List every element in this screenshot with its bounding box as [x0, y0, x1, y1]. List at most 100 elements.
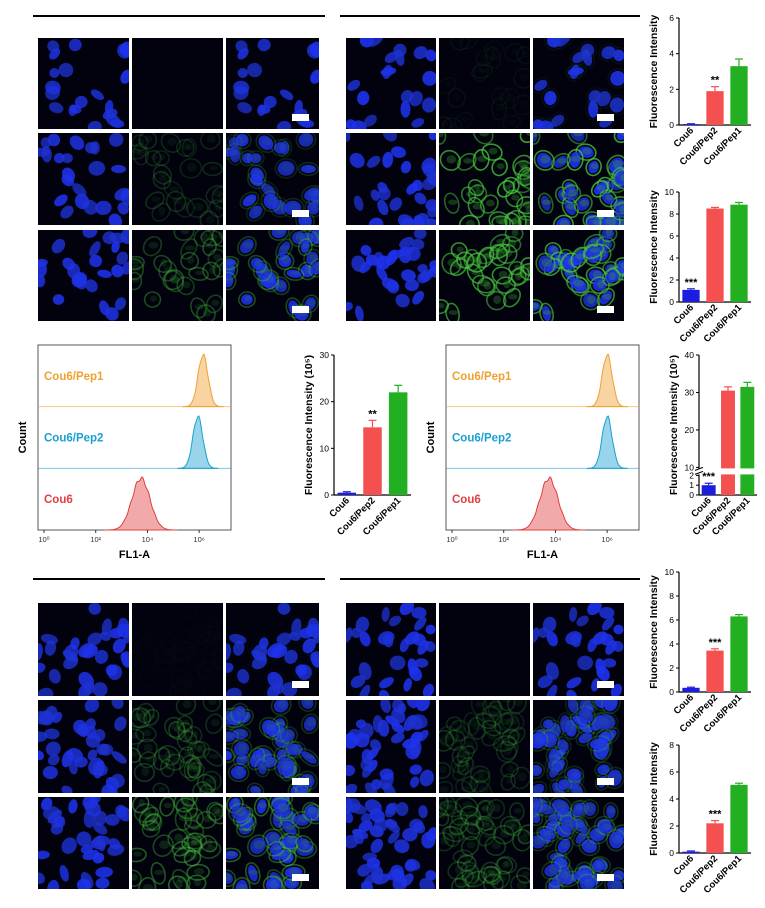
y-tick-label: 10 — [320, 443, 330, 453]
row-label-cou6 — [329, 38, 345, 129]
x-tick-label: 10⁶ — [601, 535, 612, 544]
micrograph-cou6-pep2-dapi — [346, 700, 436, 793]
y-axis-label: Fluorescence Intensity — [648, 14, 660, 128]
micrograph-cou6-pep1-dapi — [38, 797, 129, 889]
micrograph-cou6-pep2-dapi — [346, 133, 436, 225]
x-tick-label: 10⁴ — [142, 535, 154, 544]
x-tick-label: 10² — [90, 535, 101, 544]
significance-marker: ** — [711, 75, 720, 87]
x-tick-label: 10⁴ — [550, 535, 562, 544]
row-label-cou6-pep2 — [20, 700, 36, 793]
micrograph-cou6-pep1-dapi — [346, 230, 436, 321]
micrograph-cou6-merge — [533, 38, 624, 129]
significance-marker: *** — [685, 277, 699, 289]
row-label-cou6 — [20, 603, 36, 696]
micrograph-cou6-dapi — [38, 38, 129, 129]
bar-cou6-pep1 — [730, 66, 748, 125]
significance-marker: *** — [702, 471, 716, 483]
row-label-cou6-pep2 — [329, 133, 345, 225]
y-tick-label: 6 — [669, 231, 674, 241]
track-label-cou6-pep2: Cou6/Pep2 — [44, 433, 103, 445]
y-tick-label: 0 — [324, 490, 329, 500]
track-label-cou6: Cou6 — [452, 494, 481, 506]
micrograph-cou6-cou6 — [439, 38, 530, 129]
scale-bar — [292, 306, 309, 313]
bar-cou6 — [682, 124, 700, 125]
x-axis-label: FL1-A — [527, 549, 558, 561]
micrograph-cou6-pep2-merge — [226, 133, 319, 225]
y-axis-label: Fluorescence Intensity — [648, 190, 660, 304]
micrograph-cou6-pep2-merge — [226, 700, 319, 793]
y-tick-label: 8 — [669, 209, 674, 219]
bar-cou6 — [337, 492, 357, 495]
bar-cou6 — [682, 289, 700, 302]
x-tick-label: 10² — [498, 535, 509, 544]
y-tick-label: 0 — [669, 120, 674, 130]
y-tick-label: 4 — [669, 49, 674, 59]
histogram-peak-cou6 — [104, 476, 178, 531]
bar-cou6-pep1 — [730, 204, 748, 302]
micrograph-cou6-pep2-cou6 — [439, 700, 530, 793]
y-tick-label: 6 — [669, 767, 674, 777]
scale-bar — [597, 306, 614, 313]
micrograph-cou6-pep2-merge — [533, 700, 624, 793]
bar-cou6-pep1 — [730, 616, 748, 692]
y-tick-label: 30 — [685, 387, 695, 397]
x-axis-label: FL1-A — [119, 549, 150, 561]
micrograph-cou6-pep1-merge — [226, 797, 319, 889]
y-tick-label: 4 — [669, 639, 674, 649]
micrograph-cou6-merge — [226, 603, 319, 696]
flow-cytometry-plot: Cou6/Pep1 Cou6/Pep2 Cou6 10⁰ 10² 10⁴ 10⁶ FL1-A C… — [17, 344, 232, 561]
histogram-peak-cou6 — [512, 476, 586, 531]
scale-bar — [292, 874, 309, 881]
bar-chart-svg: 0102030Cou6Cou6/Pep2Cou6/Pep1**Fluoresce… — [303, 350, 411, 538]
title-underline — [340, 15, 640, 17]
micrograph-cou6-merge — [533, 603, 624, 696]
micrograph-cou6-dapi — [346, 603, 436, 696]
row-label-cou6-pep1 — [329, 797, 345, 889]
y-tick-label: 10 — [665, 567, 675, 577]
bar-cou6-pep2 — [721, 390, 735, 495]
scale-bar — [292, 114, 309, 121]
y-tick-label: 2 — [669, 821, 674, 831]
y-tick-label: 30 — [320, 350, 330, 360]
micrograph-cou6-cou6 — [132, 603, 223, 696]
track-label-cou6: Cou6 — [44, 494, 73, 506]
bar-cou6-pep2 — [363, 427, 382, 495]
micrograph-cou6-pep2-cou6 — [132, 133, 223, 225]
row-label-cou6-pep2 — [20, 133, 36, 225]
y-tick-label: 1 — [689, 480, 694, 490]
track-label-cou6-pep1: Cou6/Pep1 — [44, 371, 104, 383]
y-tick-label: 6 — [669, 13, 674, 23]
histogram-peak-cou6-pep2 — [177, 415, 219, 469]
micrograph-cou6-cou6 — [132, 38, 223, 129]
y-tick-label: 0 — [689, 490, 694, 500]
bar-chart-svg: 01210203040Cou6Cou6/Pep2Cou6/Pep1***Fluo… — [668, 350, 757, 538]
y-tick-label: 2 — [669, 84, 674, 94]
bar-cou6-pep1 — [740, 386, 755, 495]
track-label-cou6-pep2: Cou6/Pep2 — [452, 433, 511, 445]
y-tick-label: 2 — [669, 275, 674, 285]
scale-bar — [597, 681, 614, 688]
micrograph-cou6-pep1-dapi — [38, 230, 129, 321]
bar-cou6-pep1 — [388, 392, 408, 495]
row-label-cou6-pep1 — [329, 230, 345, 321]
histogram-peak-cou6-pep1 — [586, 353, 628, 408]
y-axis-label: Fluorescence Intensity — [648, 742, 660, 856]
significance-marker: *** — [709, 809, 723, 821]
micrograph-cou6-pep1-dapi — [346, 797, 436, 889]
scale-bar — [292, 681, 309, 688]
x-tick-label: 10⁶ — [193, 535, 204, 544]
scale-bar — [597, 114, 614, 121]
row-label-cou6 — [329, 603, 345, 696]
title-underline — [33, 578, 325, 580]
row-label-cou6-pep2 — [329, 700, 345, 793]
y-axis-label: Count — [17, 421, 29, 453]
bar-chart-svg: 02468Cou6Cou6/Pep2Cou6/Pep1***Fluorescen… — [648, 740, 751, 896]
y-axis-label: Fluorescence Intensity — [648, 575, 660, 689]
y-axis-label: Count — [425, 421, 437, 453]
bar-cou6 — [682, 851, 700, 853]
y-tick-label: 2 — [669, 663, 674, 673]
y-tick-label: 10 — [665, 187, 675, 197]
significance-marker: ** — [368, 408, 377, 420]
